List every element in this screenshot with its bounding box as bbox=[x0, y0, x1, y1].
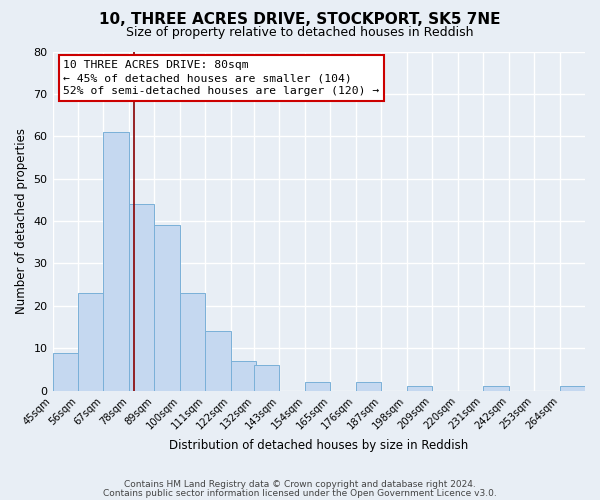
Bar bbox=[305, 382, 331, 390]
Bar bbox=[129, 204, 154, 390]
Bar bbox=[231, 361, 256, 390]
Bar bbox=[205, 332, 231, 390]
Bar bbox=[78, 293, 103, 390]
X-axis label: Distribution of detached houses by size in Reddish: Distribution of detached houses by size … bbox=[169, 440, 469, 452]
Bar bbox=[154, 226, 180, 390]
Text: Contains HM Land Registry data © Crown copyright and database right 2024.: Contains HM Land Registry data © Crown c… bbox=[124, 480, 476, 489]
Bar bbox=[483, 386, 509, 390]
Bar bbox=[180, 293, 205, 390]
Bar bbox=[356, 382, 381, 390]
Bar bbox=[103, 132, 129, 390]
Bar bbox=[254, 365, 280, 390]
Bar bbox=[560, 386, 585, 390]
Bar bbox=[407, 386, 432, 390]
Text: Size of property relative to detached houses in Reddish: Size of property relative to detached ho… bbox=[126, 26, 474, 39]
Text: Contains public sector information licensed under the Open Government Licence v3: Contains public sector information licen… bbox=[103, 489, 497, 498]
Text: 10 THREE ACRES DRIVE: 80sqm
← 45% of detached houses are smaller (104)
52% of se: 10 THREE ACRES DRIVE: 80sqm ← 45% of det… bbox=[63, 60, 379, 96]
Text: 10, THREE ACRES DRIVE, STOCKPORT, SK5 7NE: 10, THREE ACRES DRIVE, STOCKPORT, SK5 7N… bbox=[99, 12, 501, 28]
Y-axis label: Number of detached properties: Number of detached properties bbox=[15, 128, 28, 314]
Bar bbox=[53, 352, 78, 391]
